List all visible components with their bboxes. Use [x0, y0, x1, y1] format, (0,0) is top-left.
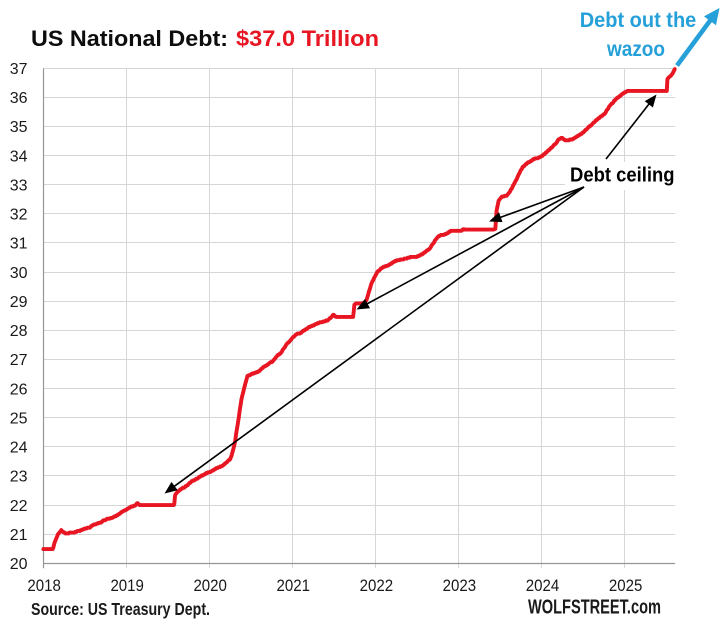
- svg-text:33: 33: [10, 177, 28, 194]
- svg-text:29: 29: [10, 294, 28, 311]
- svg-text:Debt ceiling: Debt ceiling: [570, 165, 675, 187]
- svg-text:$37.0 Trillion: $37.0 Trillion: [236, 26, 379, 51]
- svg-text:30: 30: [10, 265, 28, 282]
- svg-text:2025: 2025: [609, 576, 643, 595]
- svg-text:2024: 2024: [526, 576, 560, 595]
- svg-text:21: 21: [10, 527, 28, 544]
- svg-text:wazoo: wazoo: [606, 38, 665, 61]
- svg-text:36: 36: [10, 90, 28, 107]
- svg-text:26: 26: [10, 381, 28, 398]
- svg-text:US National Debt:: US National Debt:: [31, 26, 228, 51]
- svg-text:31: 31: [10, 236, 28, 253]
- svg-text:34: 34: [10, 148, 28, 165]
- svg-text:WOLFSTREET.com: WOLFSTREET.com: [528, 596, 661, 619]
- svg-text:32: 32: [10, 207, 28, 224]
- svg-text:35: 35: [10, 119, 28, 136]
- svg-text:2022: 2022: [360, 576, 394, 595]
- svg-text:Debt out the: Debt out the: [580, 9, 697, 32]
- svg-text:20: 20: [10, 556, 28, 573]
- svg-text:2023: 2023: [443, 576, 477, 595]
- svg-text:24: 24: [10, 440, 28, 457]
- svg-text:37: 37: [10, 61, 28, 78]
- svg-text:2018: 2018: [27, 576, 61, 595]
- svg-text:2019: 2019: [110, 576, 144, 595]
- svg-text:Source: US Treasury Dept.: Source: US Treasury Dept.: [31, 599, 210, 619]
- svg-text:25: 25: [10, 410, 28, 427]
- svg-text:23: 23: [10, 469, 28, 486]
- svg-text:27: 27: [10, 352, 28, 369]
- svg-text:22: 22: [10, 498, 28, 515]
- svg-text:28: 28: [10, 323, 28, 340]
- svg-text:2021: 2021: [277, 576, 311, 595]
- svg-text:2020: 2020: [193, 576, 227, 595]
